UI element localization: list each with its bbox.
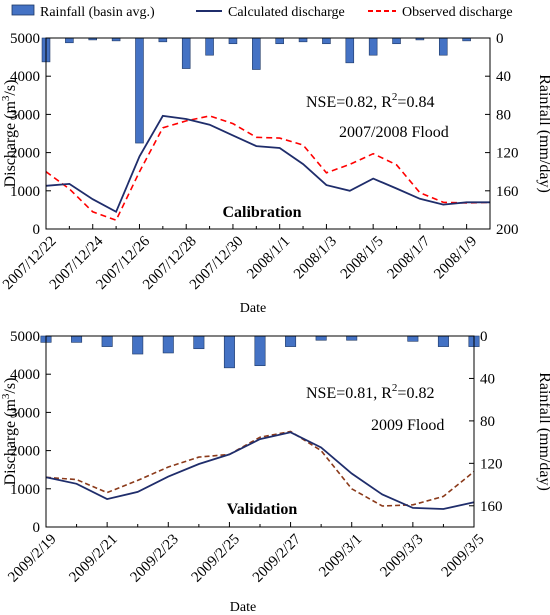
rainfall-bar bbox=[205, 37, 214, 56]
rainfall-bar bbox=[71, 335, 83, 343]
rainfall-bar bbox=[392, 37, 401, 45]
panel-label: Validation bbox=[227, 501, 298, 518]
plot-area-frame bbox=[45, 37, 491, 230]
rainfall-bar bbox=[65, 37, 74, 44]
legend-observed-label: Observed discharge bbox=[402, 5, 513, 20]
x-axis-label: Date bbox=[230, 600, 256, 615]
x-tick-label: 2008/1/9 bbox=[431, 233, 480, 282]
calibration-panel: 0 1000 2000 3000 4000 5000 0 40 80 120 160 200 2007/… bbox=[0, 31, 550, 316]
legend-rainfall-swatch bbox=[11, 4, 35, 16]
rain-tick-label: 120 bbox=[496, 146, 519, 162]
validation-panel: 0 1000 2000 3000 4000 5000 0 40 80 120 160 2009/2/1… bbox=[0, 329, 550, 615]
rainfall-bar bbox=[193, 335, 205, 350]
panel-label: Calibration bbox=[222, 204, 301, 221]
x-tick-label: 2009/3/3 bbox=[377, 531, 426, 580]
nse-annotation: NSE=0.81, R2=0.82 bbox=[306, 382, 434, 402]
y-tick-label: 5000 bbox=[10, 329, 40, 345]
legend: Rainfall (basin avg.) Calculated dischar… bbox=[11, 4, 513, 20]
rainfall-bar bbox=[254, 335, 266, 367]
y-tick-label: 4000 bbox=[10, 69, 40, 85]
rain-tick-label: 160 bbox=[496, 184, 519, 200]
rain-tick-label: 0 bbox=[480, 329, 488, 345]
rain-tick-label: 160 bbox=[480, 499, 503, 515]
y-tick-label: 0 bbox=[33, 222, 41, 238]
rainfall-bar bbox=[285, 335, 297, 347]
rainfall-bar bbox=[181, 37, 191, 69]
rain-tick-label: 80 bbox=[496, 107, 511, 123]
rainfall-bar bbox=[162, 335, 174, 354]
x-axis-label: Date bbox=[240, 301, 266, 316]
rainfall-bar bbox=[407, 335, 419, 342]
rain-tick-label: 0 bbox=[496, 31, 504, 47]
legend-rainfall-label: Rainfall (basin avg.) bbox=[40, 5, 155, 20]
rain-tick-label: 120 bbox=[480, 456, 503, 472]
y-tick-label: 1000 bbox=[10, 482, 40, 498]
rainfall-bar bbox=[437, 335, 449, 347]
nse-annotation: NSE=0.82, R2=0.84 bbox=[306, 91, 434, 111]
rainfall-bar bbox=[315, 335, 327, 341]
y-tick-label: 0 bbox=[33, 520, 41, 536]
rainfall-bar bbox=[322, 37, 331, 45]
rainfall-bar bbox=[223, 335, 235, 369]
y-tick-label: 5000 bbox=[10, 31, 40, 47]
rainfall-bar bbox=[368, 37, 378, 56]
rainfall-bar bbox=[298, 37, 308, 43]
x-tick-label: 2009/3/1 bbox=[316, 531, 365, 580]
x-tick-label: 2009/2/21 bbox=[66, 531, 120, 585]
rainfall-bar bbox=[101, 335, 113, 347]
y-tick-label: 2000 bbox=[10, 444, 40, 460]
x-tick-label: 2009/2/19 bbox=[5, 531, 59, 585]
rainfall-bar bbox=[228, 37, 238, 45]
rainfall-bar bbox=[132, 335, 144, 355]
rain-axis-label: Rainfall (mm/day) bbox=[536, 74, 550, 193]
y-tick-label: 4000 bbox=[10, 367, 40, 383]
calculated-discharge-line bbox=[45, 431, 475, 510]
x-tick-label: 2009/3/5 bbox=[439, 531, 488, 580]
y-tick-label: 3000 bbox=[10, 107, 40, 123]
rainfall-bar bbox=[252, 37, 261, 70]
observed-discharge-line bbox=[45, 430, 475, 507]
event-annotation: 2007/2008 Flood bbox=[339, 124, 449, 141]
rainfall-bar bbox=[345, 37, 355, 64]
rainfall-bar bbox=[158, 37, 168, 43]
y-axis-label: Discharge (m3/s) bbox=[0, 378, 19, 486]
x-tick-label: 2008/1/5 bbox=[338, 233, 387, 282]
rain-tick-label: 200 bbox=[496, 222, 519, 238]
y-tick-label: 3000 bbox=[10, 405, 40, 421]
y-tick-label: 2000 bbox=[10, 146, 40, 162]
rainfall-bar bbox=[346, 335, 358, 341]
rain-tick-label: 80 bbox=[480, 414, 495, 430]
x-tick-label: 2009/2/27 bbox=[250, 531, 305, 586]
y-axis-label: Discharge (m3/s) bbox=[0, 80, 19, 188]
event-annotation: 2009 Flood bbox=[371, 417, 444, 434]
y-tick-label: 1000 bbox=[10, 184, 40, 200]
x-tick-label: 2009/2/25 bbox=[189, 531, 243, 585]
rainfall-bar bbox=[275, 37, 284, 45]
x-tick-label: 2008/1/7 bbox=[384, 233, 433, 282]
rain-tick-label: 40 bbox=[496, 69, 511, 85]
observed-discharge-line bbox=[45, 115, 491, 222]
rain-axis-label: Rainfall (mm/day) bbox=[536, 372, 550, 491]
legend-calculated-label: Calculated discharge bbox=[228, 5, 345, 20]
rain-tick-label: 40 bbox=[480, 371, 495, 387]
x-tick-label: 2009/2/23 bbox=[128, 531, 182, 585]
x-tick-label: 2008/1/1 bbox=[244, 233, 293, 282]
x-tick-label: 2008/1/3 bbox=[291, 233, 340, 282]
rainfall-bar bbox=[135, 37, 144, 144]
calculated-discharge-line bbox=[45, 114, 490, 214]
rainfall-bar bbox=[438, 37, 448, 56]
